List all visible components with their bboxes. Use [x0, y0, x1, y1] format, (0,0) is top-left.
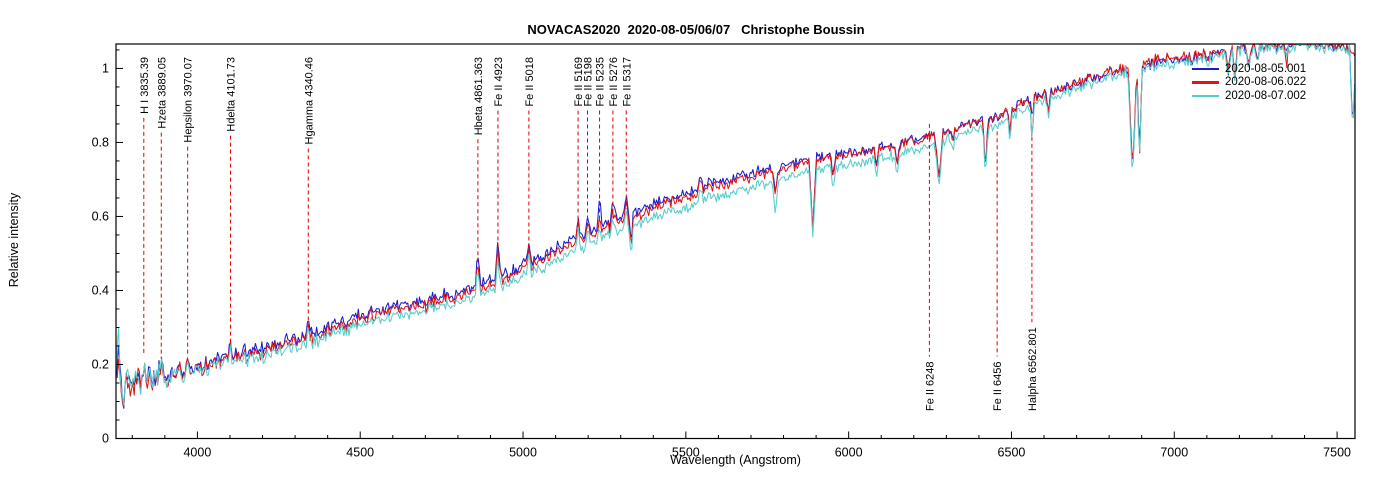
spectral-line-label: Fe II 5317 [621, 57, 633, 107]
spectral-line-label: Fe II 5169 [573, 57, 585, 107]
legend-label: 2020-08-05.001 [1225, 62, 1307, 75]
y-tick-label: 0.2 [92, 357, 109, 371]
plot-border [115, 43, 1356, 440]
legend-swatch [1192, 81, 1219, 84]
legend-swatch [1192, 67, 1219, 70]
legend-label: 2020-08-06.022 [1225, 76, 1307, 89]
series-2020-08-07-002 [115, 44, 1356, 406]
y-tick-label: 1 [102, 61, 109, 75]
legend: 2020-08-05.001 2020-08-06.022 2020-08-07… [1192, 62, 1306, 103]
legend-item: 2020-08-07.002 [1192, 89, 1306, 103]
series-2020-08-06-022 [115, 44, 1356, 409]
x-tick-label: 4500 [346, 446, 374, 460]
x-tick-label: 5500 [672, 446, 700, 460]
spectral-line-label: Fe II 5018 [524, 57, 536, 107]
spectral-line-label: Fe II 5198 [583, 57, 595, 107]
y-tick-label: 0.8 [92, 135, 109, 149]
plot-title: NOVACAS2020 2020-08-05/06/07 Christophe … [527, 22, 865, 37]
spectral-line-label: Fe II 5235 [595, 57, 607, 107]
legend-item: 2020-08-06.022 [1192, 76, 1306, 90]
y-tick-label: 0.4 [92, 283, 109, 297]
spectral-line-label: Hzeta 3889.05 [156, 57, 168, 129]
spectral-line-label: Fe II 6248 [924, 361, 936, 411]
spectral-line-label: Fe II 6456 [992, 361, 1004, 411]
spectral-line-label: Fe II 4923 [493, 57, 505, 107]
spectral-line-label: Hdelta 4101.73 [226, 57, 238, 132]
x-axis-title: Wavelength (Angstrom) [670, 453, 801, 467]
series-2020-08-05-001 [115, 44, 1356, 409]
x-tick-label: 4000 [183, 446, 211, 460]
spectral-line-label: Hbeta 4861.363 [473, 57, 485, 135]
spectral-line-label: Hgamma 4340.46 [303, 57, 315, 144]
x-tick-label: 5000 [509, 446, 537, 460]
y-tick-label: 0 [102, 432, 109, 446]
spectral-line-label: Halpha 6562.801 [1027, 327, 1039, 411]
legend-item: 2020-08-05.001 [1192, 62, 1306, 76]
x-tick-label: 7000 [1160, 446, 1188, 460]
spectral-line-label: H I 3835.39 [139, 57, 151, 114]
y-axis-title: Relative intensity [7, 192, 21, 288]
spectral-line-label: Hepsilon 3970.07 [183, 57, 195, 143]
x-tick-label: 6500 [998, 446, 1026, 460]
y-tick-label: 0.6 [92, 209, 109, 223]
x-tick-label: 7500 [1323, 446, 1351, 460]
legend-swatch [1192, 94, 1219, 97]
spectral-line-label: Fe II 5276 [608, 57, 620, 107]
legend-label: 2020-08-07.002 [1225, 89, 1307, 102]
x-tick-label: 6000 [835, 446, 863, 460]
